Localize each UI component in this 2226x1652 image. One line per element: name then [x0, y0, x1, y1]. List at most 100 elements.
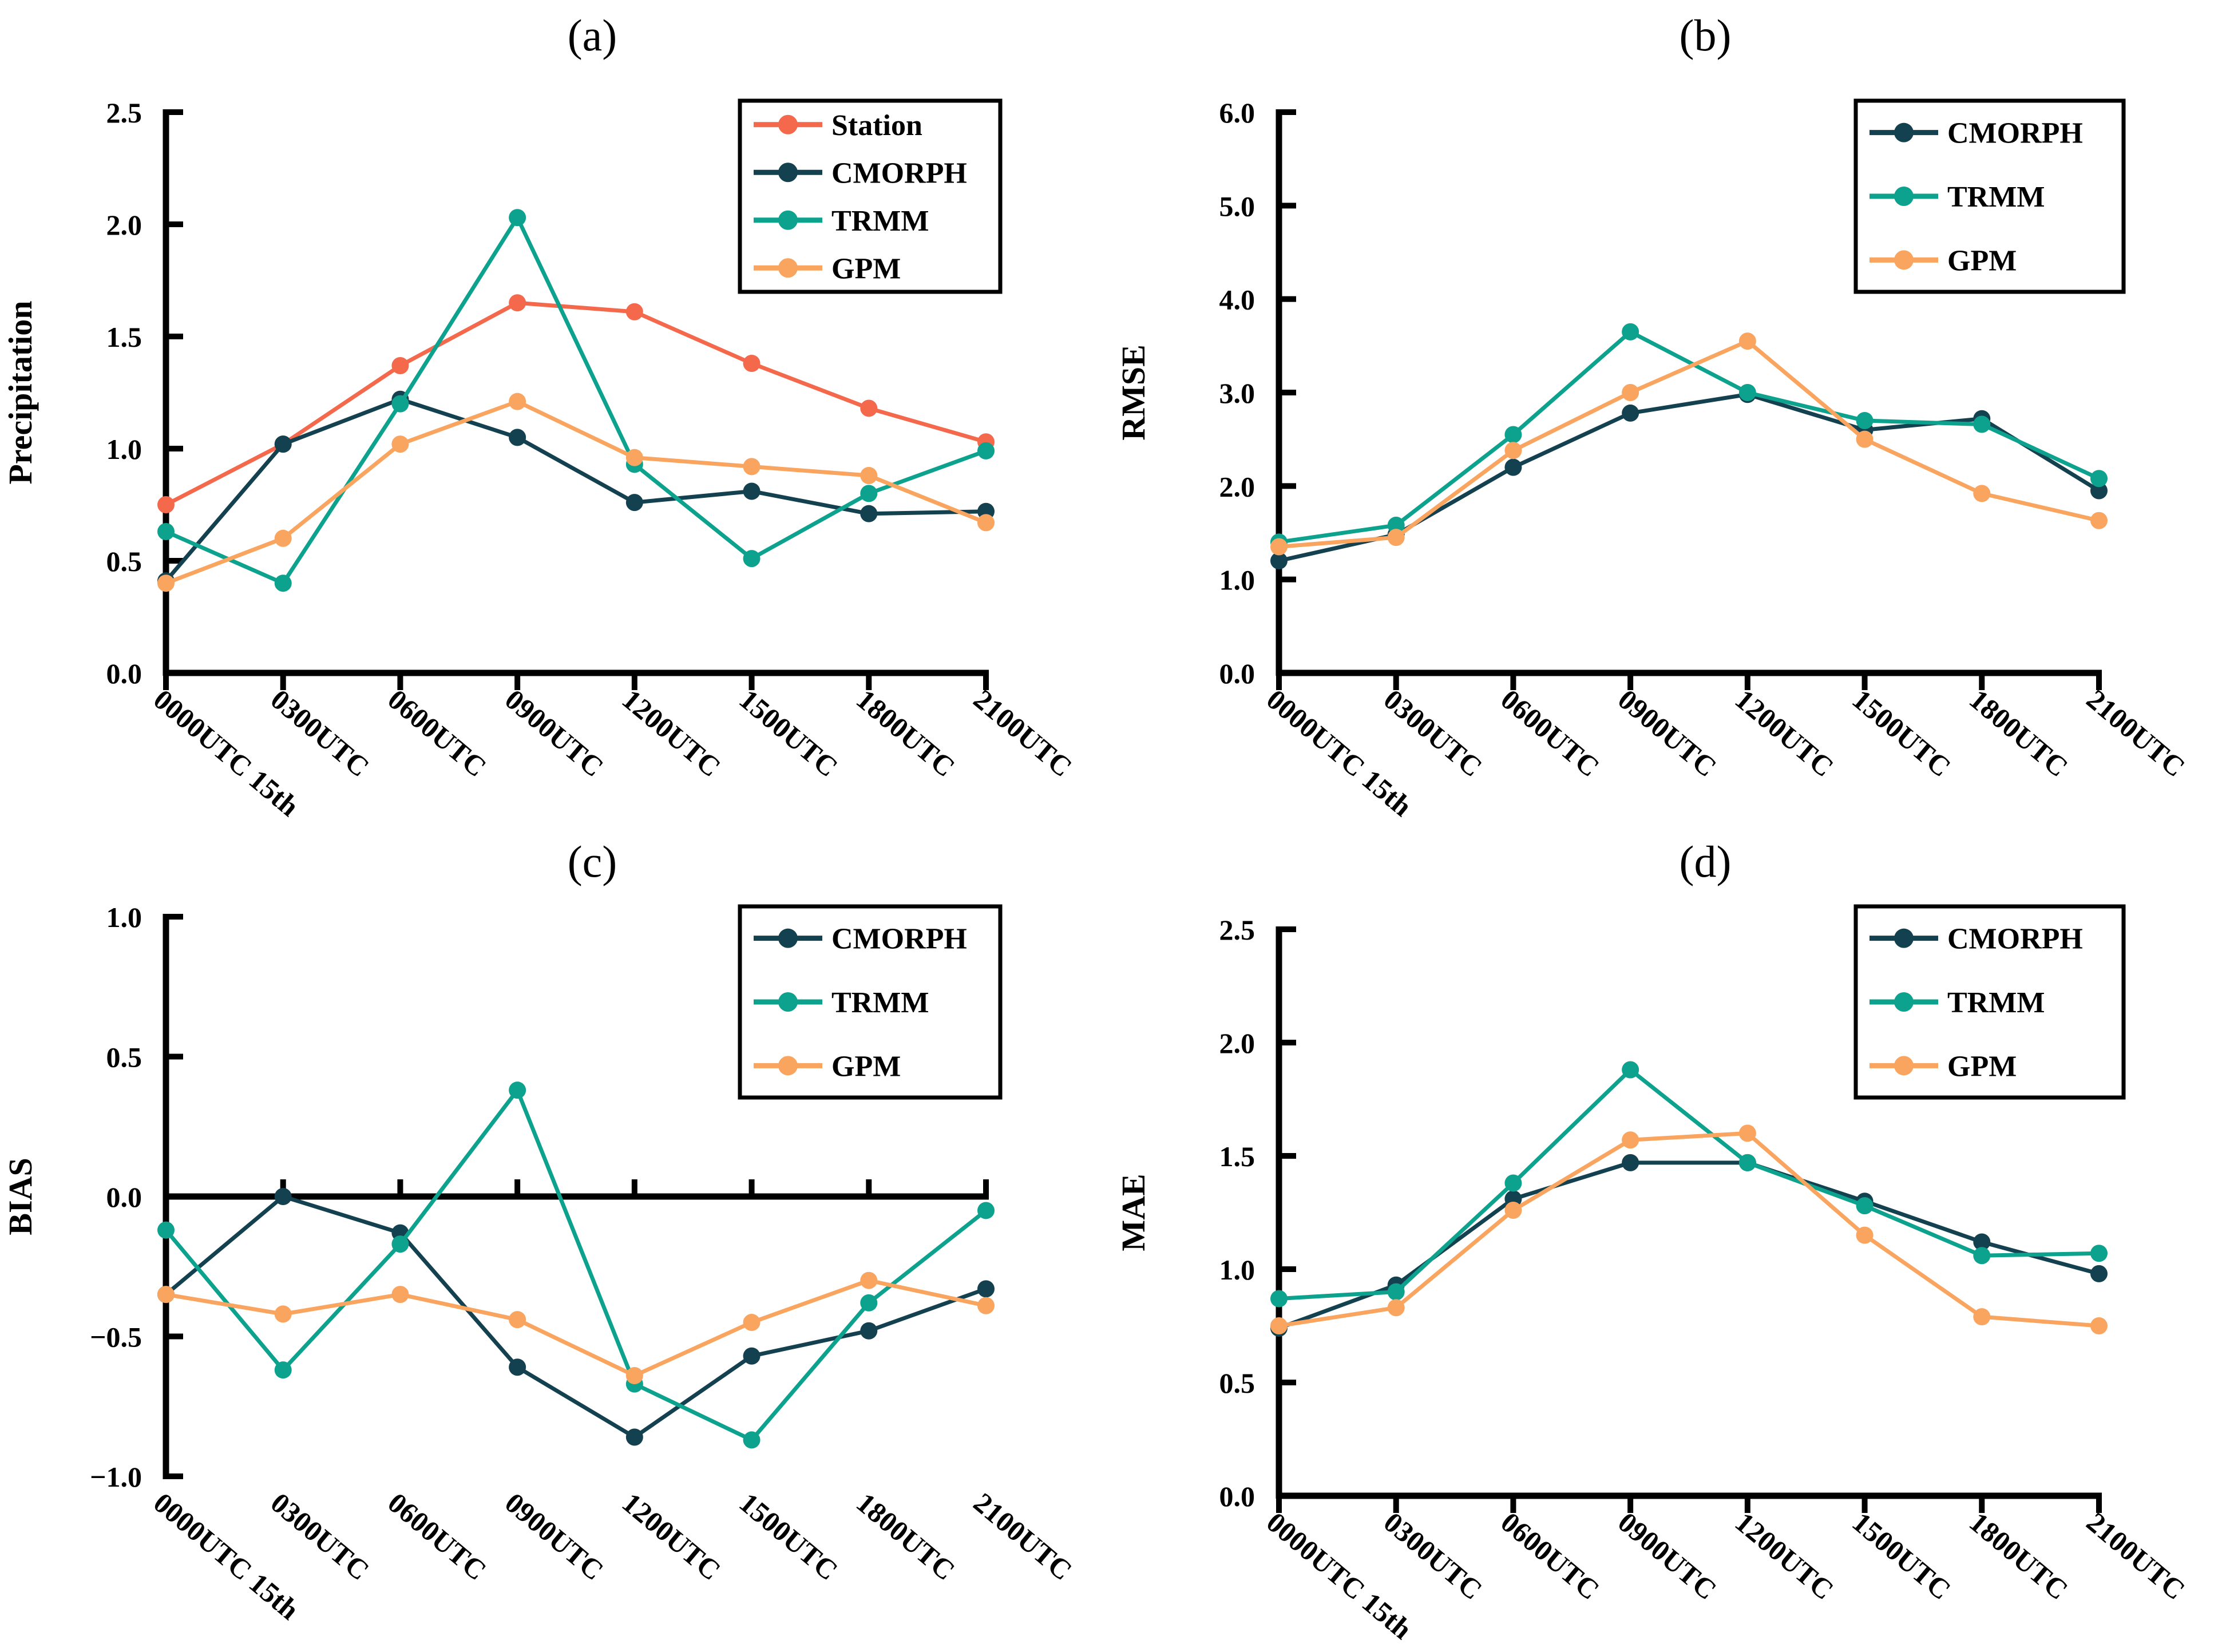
series-station-line — [164, 300, 988, 507]
x-tick-label: 0600UTC — [382, 683, 492, 783]
series-gpm-marker — [274, 1305, 292, 1323]
legend-swatch-marker — [1894, 187, 1914, 206]
series-gpm-marker — [743, 1314, 761, 1332]
series-gpm-line — [164, 399, 988, 585]
series-gpm-marker — [2090, 512, 2108, 529]
series-gpm-marker — [1622, 384, 1639, 401]
x-tick-label: 1800UTC — [850, 1487, 961, 1587]
legend-swatch-marker — [778, 210, 798, 230]
series-gpm-marker — [860, 1271, 878, 1289]
series-trmm-marker — [509, 209, 526, 227]
legend-label-gpm: GPM — [1947, 1050, 2017, 1083]
series-gpm-line — [164, 1278, 988, 1378]
series-trmm-marker — [1856, 412, 1874, 429]
series-station-marker — [743, 355, 761, 373]
x-tick-label: 2100UTC — [968, 683, 1078, 783]
series-gpm-marker — [625, 1366, 643, 1384]
y-tick-label: 0.5 — [106, 545, 142, 577]
y-tick-label: 2.0 — [1219, 1027, 1255, 1059]
series-gpm — [157, 1271, 995, 1384]
legend-swatch-marker — [778, 1056, 798, 1076]
panel-c-bias-chart: −1.0 −0.5 0.0 0.5 1.0 0000UTC 15th 0300UTC 0600… — [0, 826, 1113, 1652]
series-gpm-marker — [1973, 485, 1991, 502]
series-trmm-marker — [977, 1202, 995, 1219]
y-axis-title: RMSE — [1115, 344, 1152, 441]
x-tick-label: 0600UTC — [1495, 683, 1605, 783]
series-gpm-marker — [391, 1286, 409, 1304]
y-tick-label: 3.0 — [1219, 377, 1255, 409]
series-gpm-marker — [157, 575, 175, 592]
series-gpm-marker — [1973, 1308, 1991, 1326]
series-cmorph-marker — [1622, 1154, 1639, 1171]
panel-title-a: (a) — [568, 10, 617, 60]
series-gpm-marker — [625, 449, 643, 466]
legend-swatch-marker — [1894, 928, 1914, 948]
x-tick-label: 0300UTC — [1378, 683, 1488, 783]
series-station-marker — [391, 356, 409, 374]
series-cmorph-line — [1277, 1160, 2101, 1330]
series-gpm-marker — [1738, 332, 1756, 350]
series-cmorph-marker — [1973, 1233, 1991, 1251]
y-tick-label: 0.5 — [106, 1041, 142, 1073]
x-tick-label: 2100UTC — [2081, 1506, 2191, 1606]
y-tick-label: 1.0 — [106, 433, 142, 465]
series-gpm-marker — [509, 1311, 526, 1329]
y-tick-label: 1.0 — [106, 901, 142, 933]
y-tick-label: 5.0 — [1219, 190, 1255, 222]
series-cmorph-marker — [1622, 404, 1639, 422]
series-gpm-marker — [1622, 1131, 1639, 1149]
y-tick-label: 2.5 — [1219, 914, 1255, 946]
series-gpm-marker — [157, 1286, 175, 1304]
x-tick-label: 0900UTC — [499, 1487, 609, 1587]
series-trmm-marker — [1387, 1283, 1405, 1301]
x-tick-label: 0900UTC — [499, 683, 609, 783]
y-tick-label: 6.0 — [1219, 97, 1255, 129]
x-tick-label: 0300UTC — [1378, 1506, 1488, 1606]
series-cmorph-marker — [274, 1188, 292, 1205]
legend-c: CMORPH TRMM GPM — [738, 904, 1003, 1100]
legend-label-trmm: TRMM — [831, 987, 929, 1019]
series-gpm-marker — [391, 435, 409, 453]
series-cmorph-marker — [274, 435, 292, 453]
panel-title-c: (c) — [568, 837, 617, 886]
y-tick-label: 2.0 — [106, 209, 142, 241]
x-tick-label: 1200UTC — [616, 1487, 727, 1587]
x-tick-label: 1800UTC — [850, 683, 961, 783]
series-trmm-marker — [977, 442, 995, 459]
x-tick-label: 0900UTC — [1612, 1506, 1722, 1606]
legend-swatch-marker — [1894, 122, 1914, 142]
series-cmorph-marker — [743, 1347, 761, 1365]
series-cmorph-marker — [2090, 1265, 2108, 1282]
series-trmm-marker — [391, 1235, 409, 1253]
series-trmm-marker — [274, 575, 292, 592]
series-gpm-line — [1277, 1131, 2101, 1328]
series-gpm-marker — [274, 529, 292, 547]
legend-b: CMORPH TRMM GPM — [1853, 98, 2126, 294]
y-axis-title: MAE — [1115, 1174, 1152, 1251]
legend-d: CMORPH TRMM GPM — [1853, 904, 2126, 1100]
series-trmm-marker — [860, 485, 878, 502]
x-tick-label: 1500UTC — [734, 1487, 844, 1587]
series-gpm-line — [1277, 339, 2101, 549]
series-trmm-marker — [1973, 415, 1991, 433]
panel-title-b: (b) — [1680, 10, 1732, 60]
series-gpm-marker — [977, 1297, 995, 1314]
x-tick-label: 1800UTC — [1963, 1506, 2074, 1606]
x-tick-label: 1200UTC — [1729, 1506, 1840, 1606]
series-trmm-line — [164, 215, 988, 585]
y-tick-label: −0.5 — [90, 1321, 142, 1353]
series-trmm — [1270, 323, 2108, 551]
series-trmm-marker — [157, 523, 175, 541]
x-tick-label: 1200UTC — [616, 683, 727, 783]
series-cmorph-marker — [860, 1322, 878, 1340]
series-trmm-line — [1277, 330, 2101, 544]
legend-label-cmorph: CMORPH — [831, 157, 967, 189]
panel-d-mae-chart: 0.0 0.5 1.0 1.5 2.0 2.5 0000UTC 15th 0300UTC 060… — [1113, 826, 2226, 1652]
series-station-marker — [509, 294, 526, 312]
series-cmorph-marker — [977, 1280, 995, 1298]
series-cmorph-line — [164, 1194, 988, 1440]
series-trmm-marker — [509, 1081, 526, 1099]
series-gpm-marker — [2090, 1317, 2108, 1334]
y-tick-label: −1.0 — [90, 1461, 142, 1493]
series-station-marker — [860, 399, 878, 417]
